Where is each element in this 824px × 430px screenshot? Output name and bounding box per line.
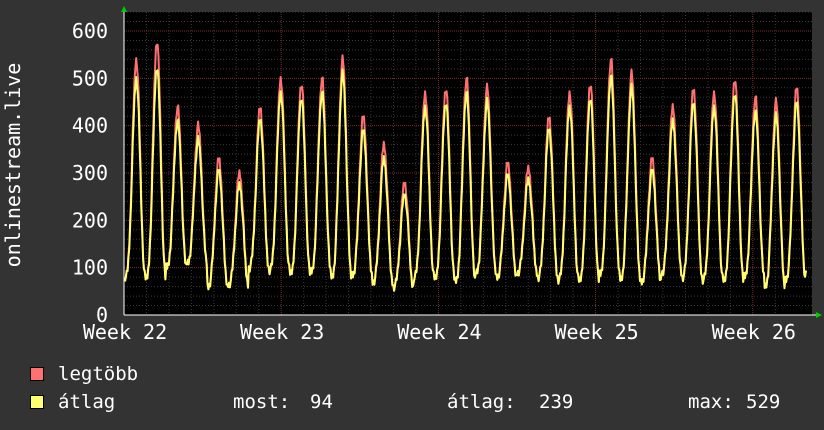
- x-tick-label: Week 23: [240, 320, 324, 344]
- y-axis-arrow-icon: [121, 6, 127, 12]
- stat-now-value: 94: [310, 391, 333, 413]
- y-axis-title: onlinestream.live: [1, 63, 25, 268]
- legend-label-avg: átlag: [58, 391, 116, 413]
- stat-avg-label: átlag:: [447, 391, 516, 413]
- legend-swatch-avg: [30, 395, 44, 409]
- stat-avg-value: 239: [539, 391, 574, 413]
- y-tick-label: 400: [72, 114, 108, 138]
- legend-max: legtöbb: [30, 363, 138, 385]
- y-tick-label: 100: [72, 256, 108, 280]
- series-line-max: [124, 43, 807, 292]
- y-tick-label: 0: [96, 303, 108, 327]
- plot-area: [124, 12, 812, 315]
- stat-max-value: 529: [746, 391, 781, 413]
- x-tick-label: Week 26: [712, 320, 796, 344]
- y-tick-label: 300: [72, 161, 108, 185]
- legend-label-max: legtöbb: [58, 363, 139, 385]
- legend-swatch-max: [30, 367, 44, 381]
- y-tick-label: 500: [72, 66, 108, 90]
- stat-now-label: most:: [233, 391, 291, 413]
- x-tick-label: Week 22: [83, 320, 167, 344]
- x-tick-label: Week 24: [397, 320, 481, 344]
- y-tick-label: 200: [72, 208, 108, 232]
- x-tick-label: Week 25: [554, 320, 638, 344]
- y-tick-label: 600: [72, 19, 108, 43]
- x-axis-arrow-icon: [816, 312, 822, 318]
- series-line-avg: [124, 68, 807, 292]
- stat-max-label: max:: [688, 391, 734, 413]
- legend-avg: átlag: [30, 391, 115, 413]
